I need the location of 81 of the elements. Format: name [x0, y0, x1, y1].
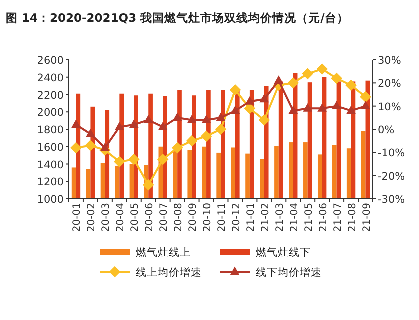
x-tick-label: 21-09: [362, 203, 373, 232]
point: [260, 94, 270, 103]
legend-label: 线下均价增速: [256, 266, 322, 279]
point: [70, 142, 82, 154]
point: [144, 115, 154, 124]
point: [172, 112, 182, 122]
chart-title: 图 14：2020-2021Q3 我国燃气灶市场双线均价情况（元/台）: [6, 11, 349, 25]
y-tick-label: 1400: [37, 159, 64, 172]
x-tick-label: 21-01: [246, 203, 257, 232]
point: [158, 122, 168, 130]
x-tick-label: 20-02: [86, 203, 98, 232]
point: [230, 84, 242, 96]
point: [172, 142, 184, 154]
y2-tick-label: 30%: [378, 55, 402, 67]
point: [230, 106, 240, 114]
point: [215, 124, 227, 136]
point: [114, 122, 124, 130]
x-tick-label: 21-05: [304, 203, 315, 232]
y2-tick-label: 0%: [378, 124, 395, 136]
point: [187, 115, 197, 124]
point: [142, 179, 154, 191]
point: [245, 96, 255, 105]
point: [331, 72, 342, 84]
x-tick-label: 21-03: [274, 203, 286, 232]
y2-tick-label: 10%: [378, 101, 402, 114]
x-tick-label: 20-01: [72, 203, 84, 232]
x-tick-label: 20-12: [231, 203, 242, 232]
x-tick-label: 20-11: [217, 203, 228, 232]
x-tick-label: 21-06: [318, 203, 330, 232]
point: [258, 114, 270, 126]
point: [288, 77, 300, 89]
point: [303, 103, 313, 112]
y-tick-label: 1800: [37, 124, 64, 136]
x-tick-label: 20-05: [130, 203, 142, 232]
y2-tick-label: -20%: [378, 170, 406, 183]
point: [216, 112, 226, 122]
x-tick-label: 21-04: [289, 203, 300, 232]
point: [85, 140, 96, 152]
x-tick-label: 20-06: [144, 203, 156, 232]
x-tick-label: 20-09: [188, 203, 200, 232]
point: [86, 128, 96, 138]
y-tick-label: 1000: [37, 194, 64, 206]
point: [346, 106, 356, 114]
y-tick-label: 2200: [37, 90, 64, 102]
point: [157, 154, 169, 166]
y2-tick-label: -10%: [378, 148, 406, 160]
y-tick-label: 2000: [37, 107, 64, 120]
x-tick-label: 20-07: [159, 203, 170, 232]
point: [72, 120, 81, 128]
point: [128, 154, 140, 166]
y2-tick-label: -30%: [378, 194, 406, 206]
legend-label: 线上均价增速: [136, 266, 202, 279]
point: [288, 106, 298, 114]
y-tick-label: 2400: [37, 72, 64, 84]
x-tick-label: 21-02: [260, 203, 272, 232]
point: [346, 80, 357, 92]
point: [202, 115, 212, 124]
x-tick-label: 21-08: [347, 203, 358, 232]
point: [200, 130, 212, 142]
x-tick-label: 20-04: [116, 203, 127, 232]
point: [274, 76, 284, 84]
point: [332, 101, 342, 110]
point: [114, 156, 126, 168]
legend-label: 燃气灶线下: [256, 246, 311, 259]
point: [316, 64, 328, 75]
point: [100, 142, 110, 152]
legend-label: 燃气灶线上: [136, 246, 191, 259]
y-tick-label: 1600: [37, 142, 64, 154]
x-tick-label: 20-08: [174, 203, 185, 232]
x-tick-label: 20-10: [202, 203, 214, 232]
point: [361, 101, 370, 110]
point: [360, 91, 372, 103]
point: [129, 120, 139, 128]
y-tick-label: 1200: [37, 176, 64, 189]
x-tick-label: 20-03: [101, 203, 112, 232]
x-tick-label: 21-07: [332, 203, 344, 232]
y-tick-label: 2600: [37, 55, 64, 67]
point: [318, 103, 328, 112]
point: [302, 68, 314, 80]
point: [186, 135, 198, 147]
y2-tick-label: 20%: [378, 78, 402, 90]
